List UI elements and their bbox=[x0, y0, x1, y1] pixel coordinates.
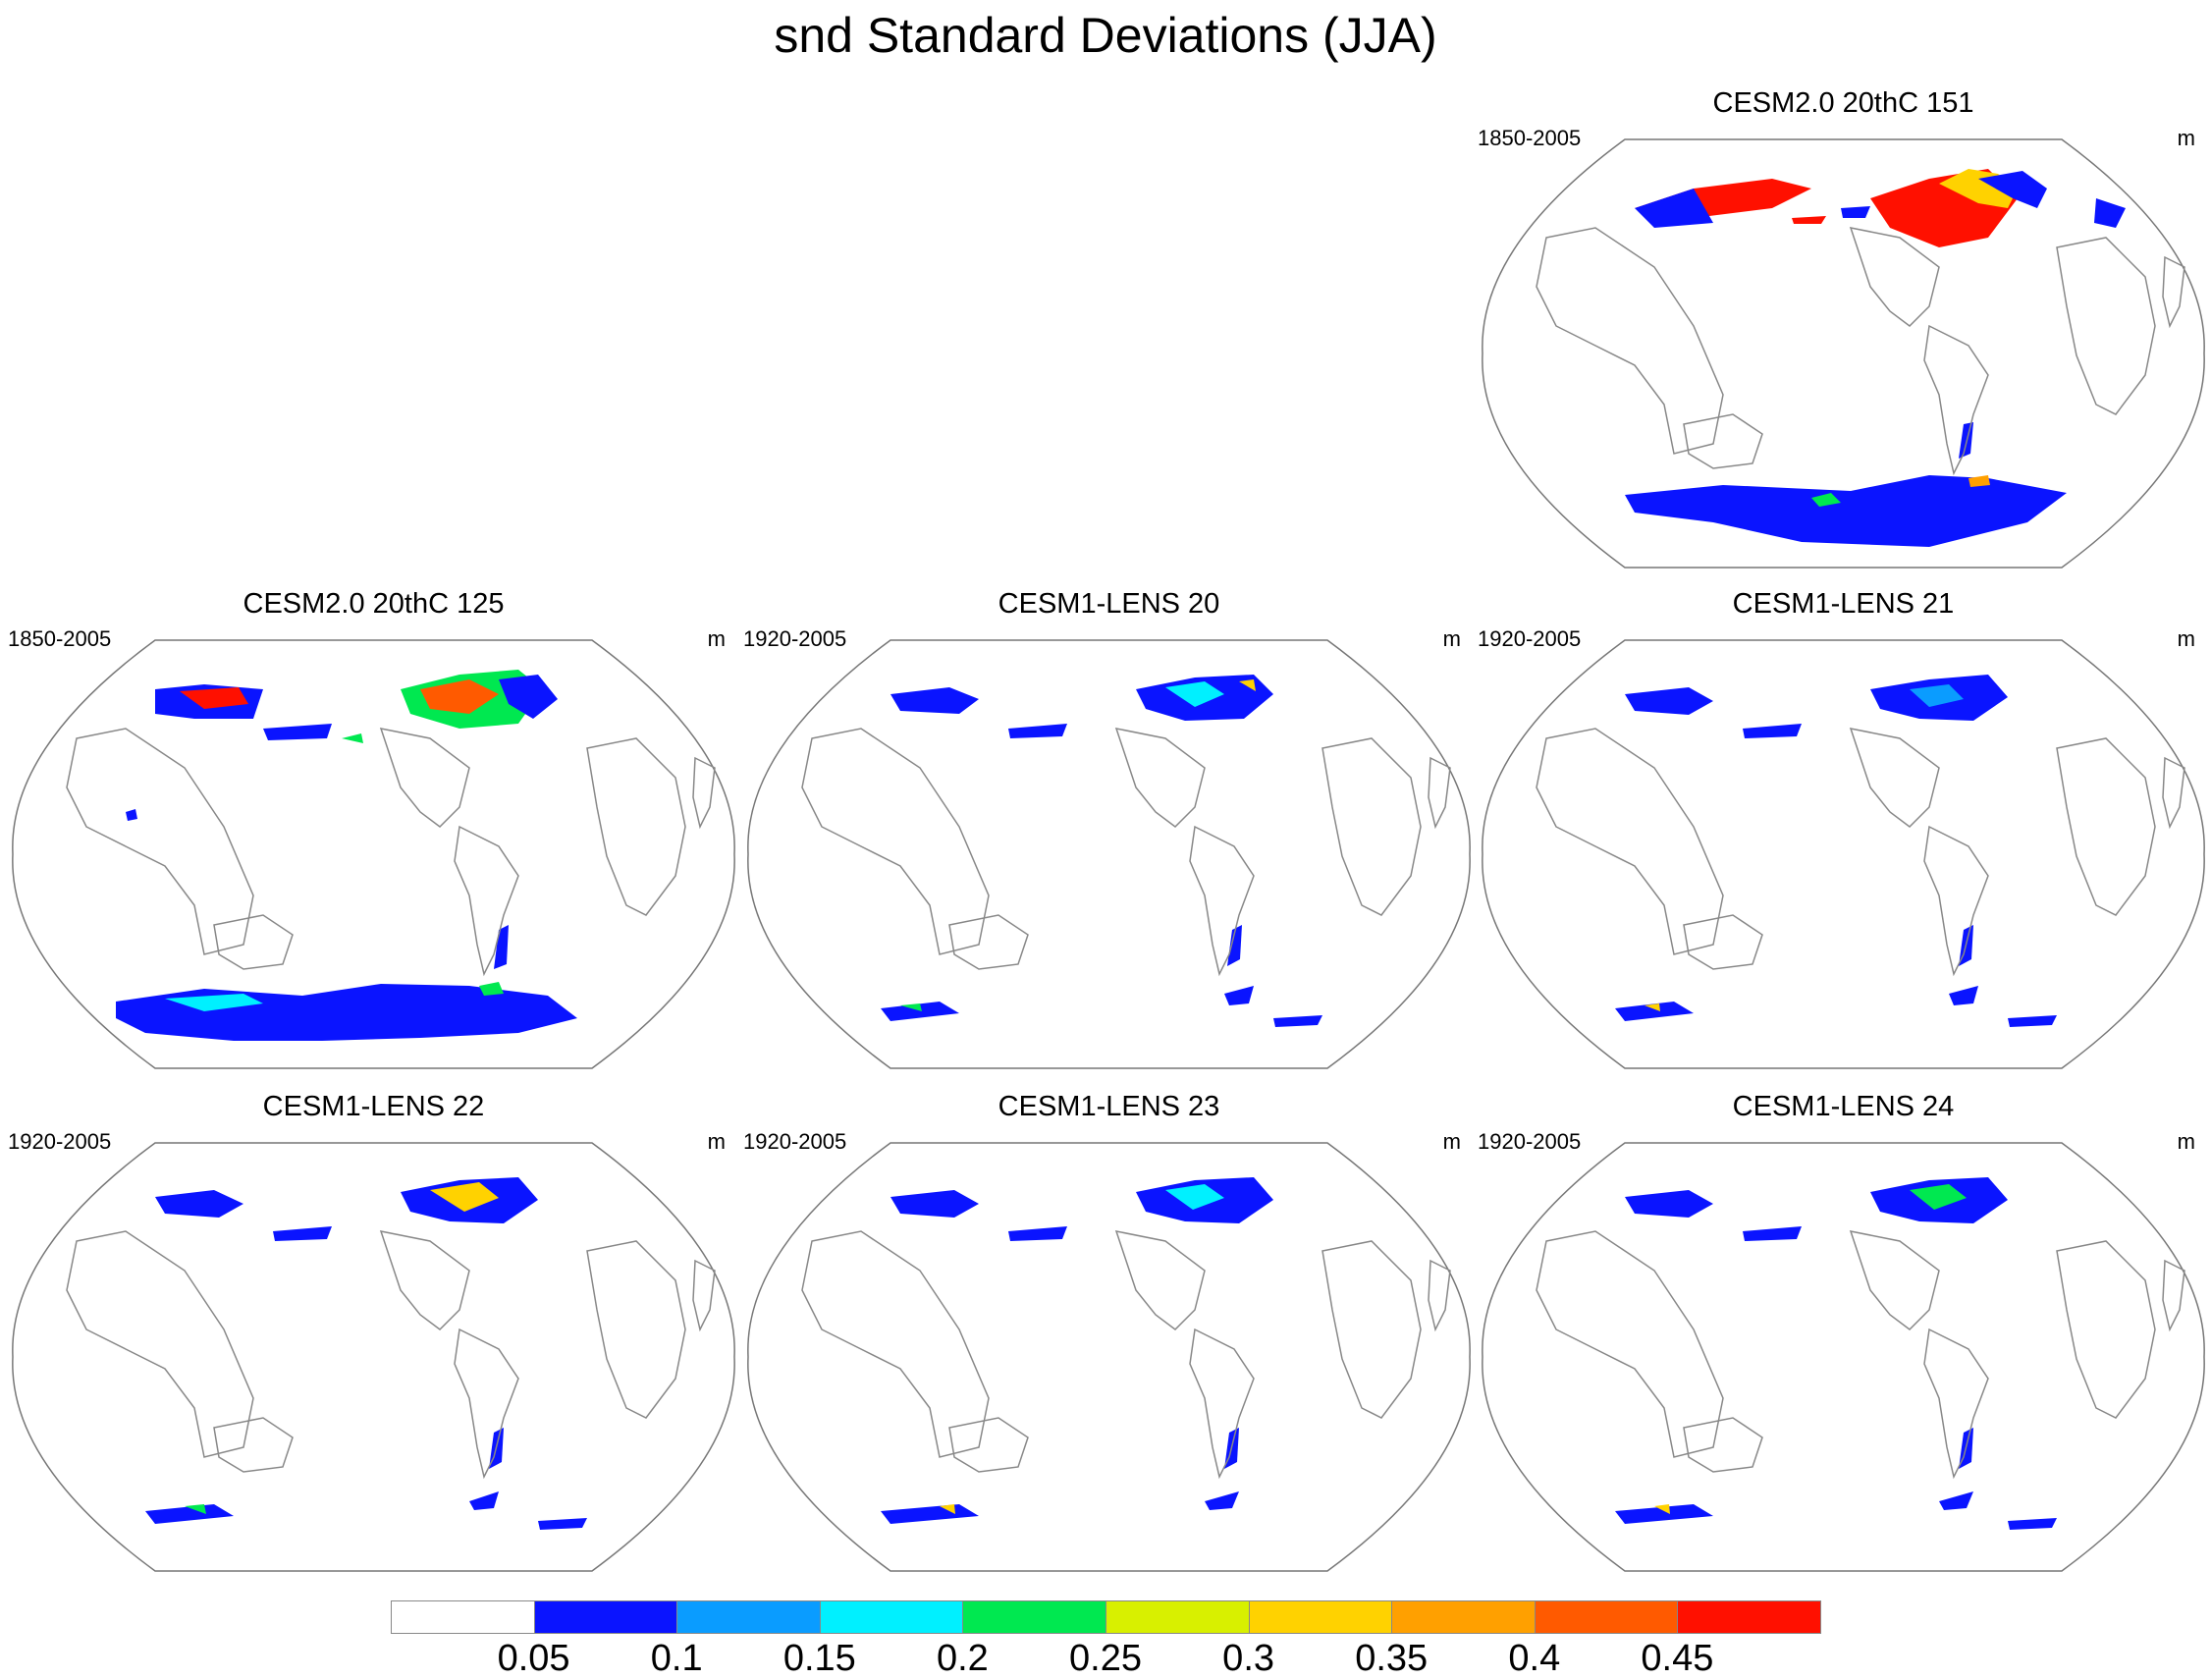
panel-title: CESM2.0 20thC 125 bbox=[243, 588, 505, 620]
colorbar-swatch bbox=[1248, 1600, 1393, 1634]
colorbar-label: 0.25 bbox=[1069, 1638, 1142, 1679]
snow-field bbox=[1615, 1177, 2057, 1530]
world-map bbox=[747, 639, 1471, 1069]
snow-field bbox=[881, 675, 1322, 1027]
panel-title: CESM1-LENS 23 bbox=[998, 1091, 1220, 1122]
colorbar-swatch bbox=[962, 1600, 1106, 1634]
snow-field bbox=[881, 1177, 1273, 1524]
colorbar-label: 0.35 bbox=[1355, 1638, 1429, 1679]
panel-period: 1920-2005 bbox=[8, 1129, 112, 1154]
colorbar-swatch bbox=[533, 1600, 678, 1634]
panel-unit: m bbox=[1442, 1129, 1461, 1154]
colorbar-label: 0.2 bbox=[936, 1638, 989, 1679]
world-map bbox=[12, 1142, 735, 1572]
colorbar-label: 0.1 bbox=[650, 1638, 703, 1679]
colorbar-label: 0.05 bbox=[497, 1638, 570, 1679]
snow-field bbox=[116, 670, 577, 1041]
map-outline bbox=[1482, 1142, 2205, 1572]
colorbar-label: 0.3 bbox=[1222, 1638, 1275, 1679]
map-panel-cesm1-20: CESM1-LENS 20 1920-2005 m bbox=[743, 587, 1475, 1078]
snow-field bbox=[145, 1177, 587, 1530]
colorbar-label: 0.45 bbox=[1641, 1638, 1714, 1679]
panel-title: CESM2.0 20thC 151 bbox=[1712, 87, 1974, 119]
coastlines bbox=[66, 1230, 716, 1480]
coastlines bbox=[1536, 1230, 2185, 1480]
map-outline bbox=[12, 1142, 735, 1572]
panel-period: 1920-2005 bbox=[743, 1129, 847, 1154]
panel-period: 1920-2005 bbox=[1478, 1129, 1582, 1154]
map-panel-cesm1-23: CESM1-LENS 23 1920-2005 m bbox=[743, 1090, 1475, 1581]
panel-period: 1920-2005 bbox=[1478, 626, 1582, 651]
panel-unit: m bbox=[2177, 1129, 2195, 1154]
map-panel-cesm1-22: CESM1-LENS 22 1920-2005 m bbox=[8, 1090, 739, 1581]
map-outline bbox=[747, 1142, 1471, 1572]
panel-unit: m bbox=[707, 1129, 726, 1154]
panel-period: 1920-2005 bbox=[743, 626, 847, 651]
panel-unit: m bbox=[707, 626, 726, 651]
map-panel-cesm1-24: CESM1-LENS 24 1920-2005 m bbox=[1478, 1090, 2209, 1581]
map-panel-cesm1-21: CESM1-LENS 21 1920-2005 m bbox=[1478, 587, 2209, 1078]
panel-unit: m bbox=[2177, 626, 2195, 651]
world-map bbox=[1482, 138, 2205, 569]
panel-unit: m bbox=[1442, 626, 1461, 651]
world-map bbox=[12, 639, 735, 1069]
colorbar-swatch bbox=[1534, 1600, 1679, 1634]
coastlines bbox=[66, 728, 716, 977]
world-map bbox=[1482, 639, 2205, 1069]
colorbar-swatch bbox=[1391, 1600, 1536, 1634]
panel-title: CESM1-LENS 21 bbox=[1732, 588, 1955, 620]
colorbar-swatch bbox=[1677, 1600, 1821, 1634]
world-map bbox=[747, 1142, 1471, 1572]
panel-unit: m bbox=[2177, 126, 2195, 150]
panel-period: 1850-2005 bbox=[1478, 126, 1582, 150]
figure-title: snd Standard Deviations (JJA) bbox=[774, 8, 1437, 63]
coastlines bbox=[1536, 227, 2185, 476]
colorbar-swatch bbox=[676, 1600, 821, 1634]
colorbar-swatch bbox=[391, 1600, 535, 1634]
colorbar-label: 0.4 bbox=[1508, 1638, 1561, 1679]
world-map bbox=[1482, 1142, 2205, 1572]
colorbar-swatch bbox=[1106, 1600, 1250, 1634]
coastlines bbox=[801, 1230, 1451, 1480]
map-outline bbox=[12, 639, 735, 1069]
coastlines bbox=[1536, 728, 2185, 977]
map-outline bbox=[1482, 639, 2205, 1069]
panel-title: CESM1-LENS 22 bbox=[262, 1091, 485, 1122]
map-outline bbox=[1482, 138, 2205, 569]
colorbar: 0.05 0.1 0.15 0.2 0.25 0.3 0.35 0.4 0.45 bbox=[391, 1600, 1821, 1679]
panel-title: CESM1-LENS 20 bbox=[998, 588, 1220, 620]
colorbar-label: 0.15 bbox=[782, 1638, 856, 1679]
panel-period: 1850-2005 bbox=[8, 626, 112, 651]
snow-field bbox=[1615, 675, 2057, 1027]
snow-field bbox=[1625, 169, 2126, 547]
coastlines bbox=[801, 728, 1451, 977]
map-panel-cesm2-151: CESM2.0 20thC 151 1850-2005 m bbox=[1478, 86, 2209, 577]
colorbar-swatch bbox=[819, 1600, 964, 1634]
map-panel-cesm2-125: CESM2.0 20thC 125 1850-2005 m bbox=[8, 587, 739, 1078]
map-outline bbox=[747, 639, 1471, 1069]
panel-title: CESM1-LENS 24 bbox=[1732, 1091, 1955, 1122]
